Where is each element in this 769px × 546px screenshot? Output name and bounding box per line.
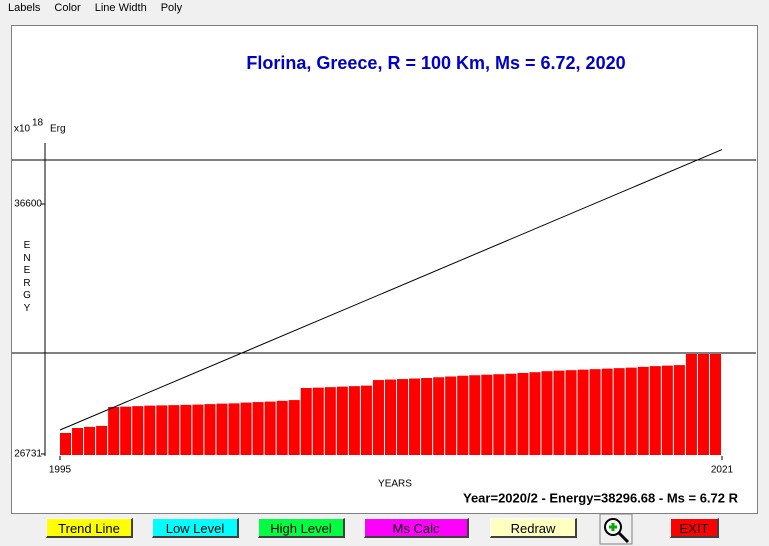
bar: [276, 400, 288, 455]
bar: [324, 387, 336, 455]
bar: [288, 400, 300, 455]
bar: [517, 372, 529, 455]
bar: [384, 379, 397, 455]
bar: [709, 353, 721, 455]
ms-calc-button[interactable]: Ms Calc: [364, 518, 469, 538]
bar: [96, 425, 108, 455]
bar: [409, 378, 421, 455]
y-tick-label: 26731: [14, 449, 42, 460]
bar: [541, 371, 553, 455]
y-axis-unit: Erg: [50, 124, 66, 135]
bar: [505, 373, 517, 455]
y-axis-base: x10: [14, 124, 31, 135]
bar: [649, 366, 661, 455]
bar: [397, 379, 409, 455]
bar: [144, 405, 156, 455]
low-level-button[interactable]: Low Level: [152, 518, 239, 538]
menu-item[interactable]: Labels: [8, 2, 41, 14]
x-tick-label: 1995: [49, 465, 72, 476]
bar: [553, 370, 565, 455]
zoom-icon[interactable]: [599, 513, 633, 545]
bar: [156, 405, 168, 455]
exit-button[interactable]: EXIT: [670, 518, 719, 538]
bar: [60, 432, 72, 455]
bar: [252, 402, 264, 455]
bar: [132, 406, 144, 455]
bar: [192, 404, 204, 455]
bar: [589, 369, 601, 455]
bar: [601, 368, 613, 455]
bar: [348, 386, 360, 455]
bar: [372, 380, 384, 455]
bar: [421, 378, 433, 455]
status-text: Year=2020/2 - Energy=38296.68 - Ms = 6.7…: [463, 490, 739, 505]
trend-line: [59, 149, 723, 431]
menu-item[interactable]: Line Width: [94, 2, 147, 14]
menu-item[interactable]: Color: [54, 2, 81, 14]
bar: [637, 366, 649, 455]
menu-item[interactable]: Poly: [160, 2, 183, 14]
bar: [577, 369, 589, 455]
bar: [336, 386, 348, 455]
bar: [180, 404, 192, 455]
bar: [445, 376, 457, 455]
redraw-button[interactable]: Redraw: [490, 518, 577, 538]
bar: [433, 377, 445, 455]
bar: [84, 426, 96, 455]
x-tick-label: 2021: [711, 465, 734, 476]
bar: [493, 374, 505, 455]
bar: [312, 387, 324, 455]
bar: [216, 403, 228, 455]
chart-title: Florina, Greece, R = 100 Km, Ms = 6.72, …: [246, 53, 625, 73]
y-tick-label: 36600: [14, 199, 42, 210]
bar: [685, 353, 697, 455]
bar: [457, 375, 469, 455]
bar: [168, 405, 180, 455]
y-axis-label: ENERGY: [23, 240, 31, 314]
bar: [240, 402, 252, 455]
bar: [613, 368, 625, 455]
bar: [481, 374, 493, 455]
bar: [565, 370, 577, 455]
high-level-button[interactable]: High Level: [258, 518, 345, 538]
y-axis-exponent: 18: [32, 118, 44, 129]
bar: [264, 401, 276, 455]
bar: [661, 365, 673, 455]
x-axis-label: YEARS: [378, 479, 412, 490]
bar: [228, 403, 240, 455]
bar: [697, 353, 709, 455]
bar: [204, 404, 216, 455]
trend-line-button[interactable]: Trend Line: [46, 518, 133, 538]
bar: [469, 375, 481, 455]
bar: [360, 385, 372, 455]
bar: [673, 365, 685, 455]
bar: [72, 428, 84, 455]
bar: [625, 367, 637, 455]
menu-bar: Labels Color Line Width Poly: [0, 0, 188, 18]
bar: [120, 406, 132, 455]
bar: [529, 372, 541, 455]
bar: [108, 407, 120, 455]
bar: [300, 388, 312, 455]
